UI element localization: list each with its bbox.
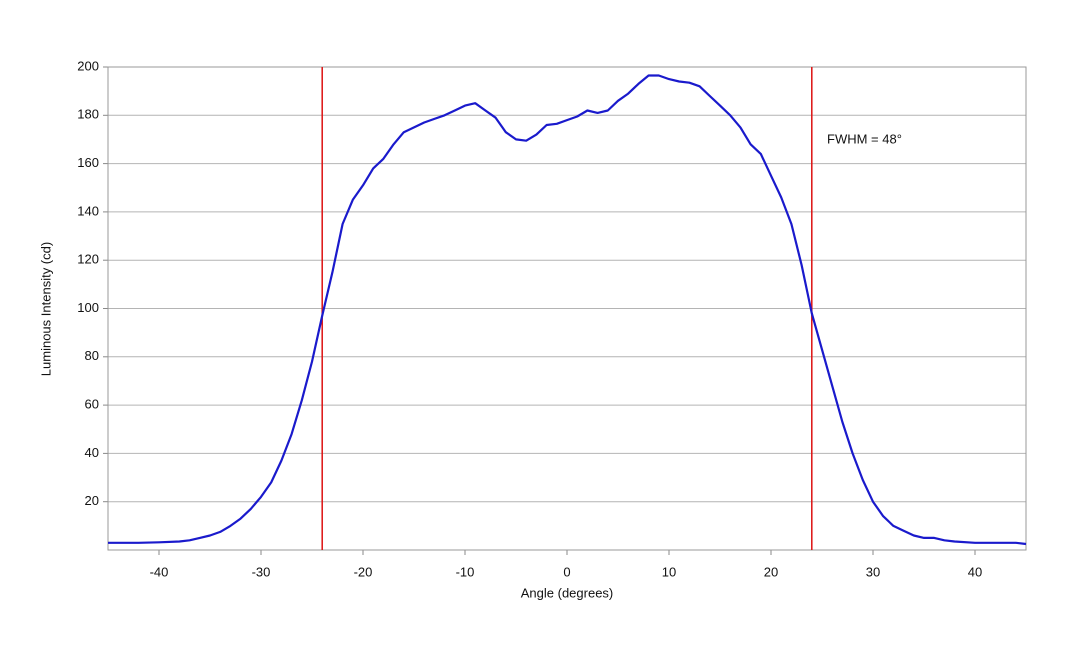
y-tick-label: 20 bbox=[85, 493, 99, 508]
x-tick-label: -30 bbox=[252, 564, 271, 579]
x-tick-label: -20 bbox=[354, 564, 373, 579]
y-tick-label: 80 bbox=[85, 348, 99, 363]
y-tick-label: 100 bbox=[77, 300, 99, 315]
x-tick-label: 30 bbox=[866, 564, 880, 579]
y-tick-label: 40 bbox=[85, 445, 99, 460]
annotation: FWHM = 48° bbox=[827, 131, 902, 146]
data-line bbox=[108, 74, 1027, 546]
x-tick-label: -10 bbox=[456, 564, 475, 579]
y-tick-label: 160 bbox=[77, 155, 99, 170]
y-tick-label: 60 bbox=[85, 397, 99, 412]
x-tick-label: 10 bbox=[662, 564, 676, 579]
x-tick-label: -40 bbox=[150, 564, 169, 579]
y-tick-label: 200 bbox=[77, 58, 99, 73]
x-axis-label: Angle (degrees) bbox=[521, 585, 614, 600]
y-tick-label: 120 bbox=[77, 252, 99, 267]
x-tick-label: 40 bbox=[968, 564, 982, 579]
y-axis-label: Luminous Intensity (cd) bbox=[38, 242, 53, 376]
x-tick-label: 20 bbox=[764, 564, 778, 579]
plot-border bbox=[107, 66, 1027, 551]
y-tick-label: 140 bbox=[77, 203, 99, 218]
x-tick-label: 0 bbox=[563, 564, 570, 579]
y-tick-label: 180 bbox=[77, 107, 99, 122]
